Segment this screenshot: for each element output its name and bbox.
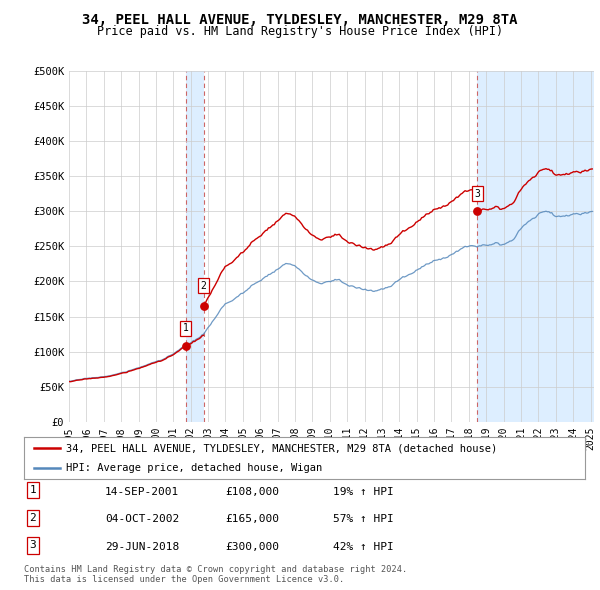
Text: 1: 1: [29, 485, 37, 495]
Bar: [185, 71, 204, 422]
Text: £300,000: £300,000: [225, 542, 279, 552]
Point: [199, 301, 209, 311]
Text: 3: 3: [475, 189, 480, 199]
Text: 2: 2: [201, 281, 206, 290]
Text: 34, PEEL HALL AVENUE, TYLDESLEY, MANCHESTER, M29 8TA (detached house): 34, PEEL HALL AVENUE, TYLDESLEY, MANCHES…: [66, 444, 497, 454]
Text: 29-JUN-2018: 29-JUN-2018: [105, 542, 179, 552]
Bar: [478, 71, 594, 422]
Text: Contains HM Land Registry data © Crown copyright and database right 2024.
This d: Contains HM Land Registry data © Crown c…: [24, 565, 407, 584]
Text: 42% ↑ HPI: 42% ↑ HPI: [333, 542, 394, 552]
Text: 14-SEP-2001: 14-SEP-2001: [105, 487, 179, 497]
Text: 2: 2: [29, 513, 37, 523]
Text: Price paid vs. HM Land Registry's House Price Index (HPI): Price paid vs. HM Land Registry's House …: [97, 25, 503, 38]
Text: 04-OCT-2002: 04-OCT-2002: [105, 514, 179, 525]
Text: 3: 3: [29, 540, 37, 550]
Text: 1: 1: [183, 323, 188, 333]
Text: 34, PEEL HALL AVENUE, TYLDESLEY, MANCHESTER, M29 8TA: 34, PEEL HALL AVENUE, TYLDESLEY, MANCHES…: [82, 13, 518, 27]
Point: [181, 341, 190, 350]
Text: £165,000: £165,000: [225, 514, 279, 525]
Text: £108,000: £108,000: [225, 487, 279, 497]
Point: [473, 206, 482, 216]
Text: HPI: Average price, detached house, Wigan: HPI: Average price, detached house, Wiga…: [66, 464, 322, 473]
Text: 19% ↑ HPI: 19% ↑ HPI: [333, 487, 394, 497]
Text: 57% ↑ HPI: 57% ↑ HPI: [333, 514, 394, 525]
